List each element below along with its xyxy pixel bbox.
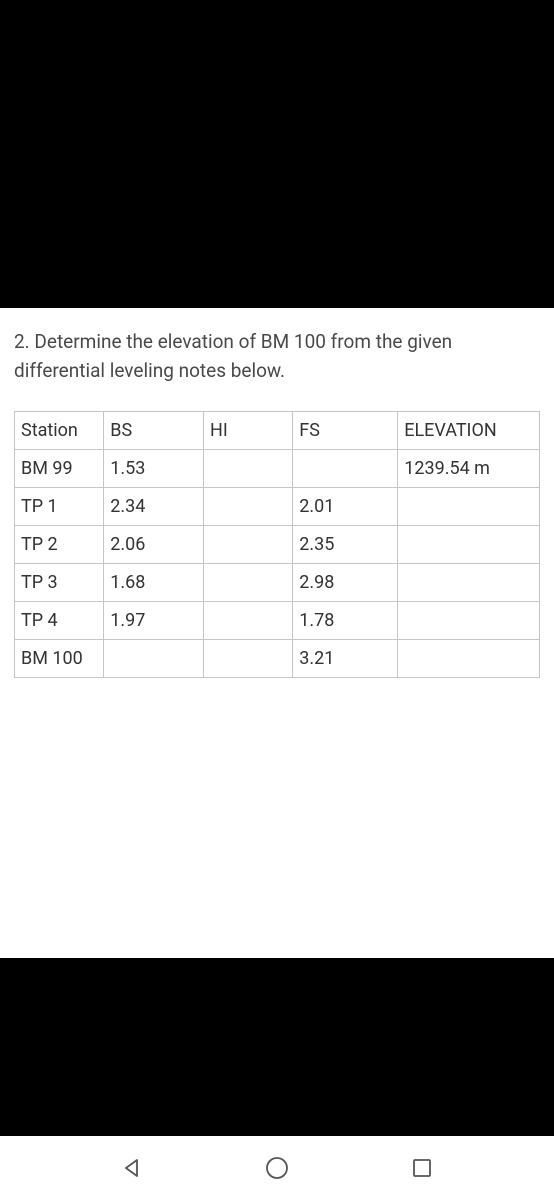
table-row: TP 1 2.34 2.01	[15, 488, 540, 526]
table-cell	[293, 450, 398, 488]
table-row: TP 3 1.68 2.98	[15, 564, 540, 602]
square-recent-icon	[411, 1157, 433, 1179]
leveling-table: Station BS HI FS ELEVATION BM 99 1.53 12…	[14, 411, 540, 678]
table-header: ELEVATION	[398, 412, 540, 450]
table-cell	[204, 602, 293, 640]
table-header: Station	[15, 412, 104, 450]
navigation-bar	[0, 1136, 554, 1200]
triangle-back-icon	[121, 1157, 143, 1179]
table-cell	[398, 488, 540, 526]
table-header: FS	[293, 412, 398, 450]
table-cell	[204, 526, 293, 564]
table-header: HI	[204, 412, 293, 450]
table-cell: BM 99	[15, 450, 104, 488]
table-cell: 3.21	[293, 640, 398, 678]
table-cell	[204, 450, 293, 488]
circle-home-icon	[264, 1155, 290, 1181]
table-cell	[204, 640, 293, 678]
table-row: BM 100 3.21	[15, 640, 540, 678]
table-cell	[398, 602, 540, 640]
table-cell: TP 2	[15, 526, 104, 564]
content-panel: 2. Determine the elevation of BM 100 fro…	[0, 308, 554, 958]
table-cell	[204, 564, 293, 602]
table-cell: 1.68	[104, 564, 204, 602]
table-cell: 2.34	[104, 488, 204, 526]
table-cell	[204, 488, 293, 526]
table-row: BM 99 1.53 1239.54 m	[15, 450, 540, 488]
table-cell	[398, 526, 540, 564]
table-cell	[104, 640, 204, 678]
table-cell	[398, 640, 540, 678]
table-header: BS	[104, 412, 204, 450]
table-cell: 1.53	[104, 450, 204, 488]
table-cell	[398, 564, 540, 602]
table-header-row: Station BS HI FS ELEVATION	[15, 412, 540, 450]
table-row: TP 4 1.97 1.78	[15, 602, 540, 640]
table-cell: 1.97	[104, 602, 204, 640]
table-cell: TP 4	[15, 602, 104, 640]
table-row: TP 2 2.06 2.35	[15, 526, 540, 564]
table-cell: 2.06	[104, 526, 204, 564]
table-cell: TP 1	[15, 488, 104, 526]
table-cell: 1.78	[293, 602, 398, 640]
back-button[interactable]	[107, 1143, 157, 1193]
home-button[interactable]	[252, 1143, 302, 1193]
table-cell: 2.01	[293, 488, 398, 526]
question-text: 2. Determine the elevation of BM 100 fro…	[14, 328, 540, 385]
recent-apps-button[interactable]	[397, 1143, 447, 1193]
table-cell: 2.98	[293, 564, 398, 602]
table-cell: TP 3	[15, 564, 104, 602]
table-cell: 1239.54 m	[398, 450, 540, 488]
table-cell: 2.35	[293, 526, 398, 564]
table-cell: BM 100	[15, 640, 104, 678]
